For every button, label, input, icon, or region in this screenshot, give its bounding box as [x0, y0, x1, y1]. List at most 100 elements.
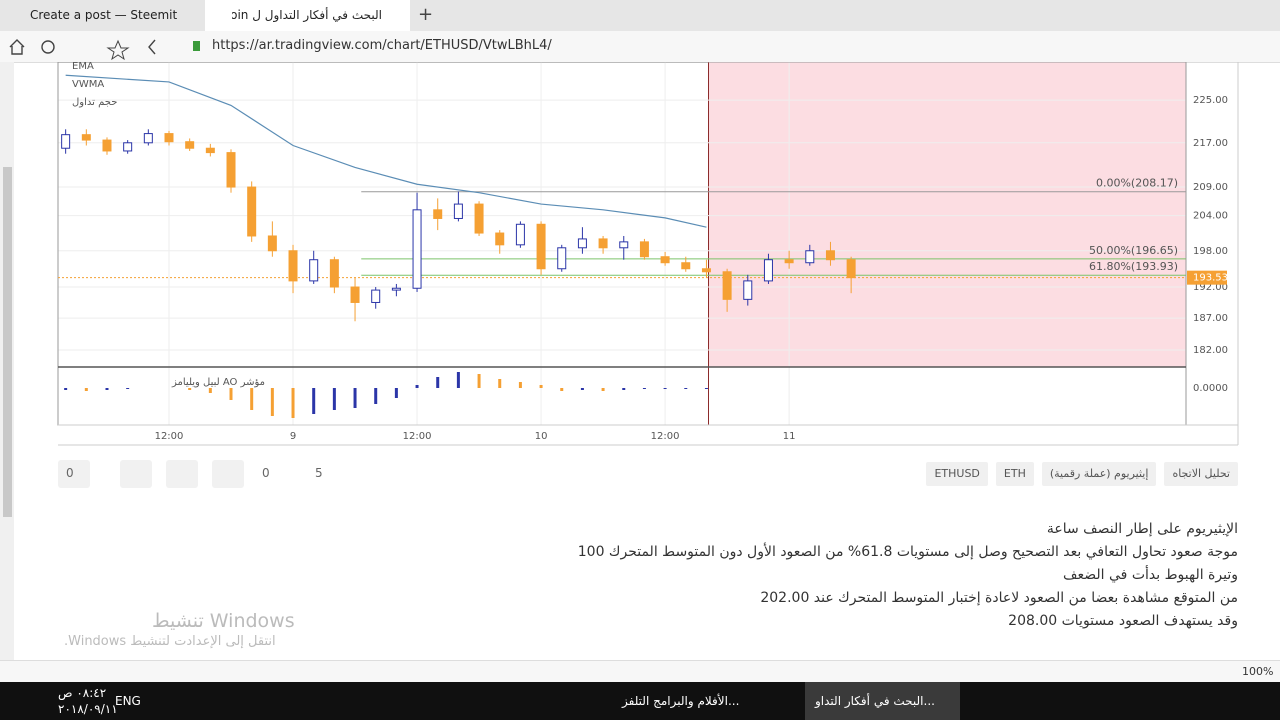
y-tick-label: 192.00: [1193, 282, 1228, 293]
indicator-legend: VWMA: [72, 79, 104, 90]
clock-time: ٠٨:٤٢ ص: [58, 686, 107, 700]
candle-body: [391, 287, 401, 291]
favorite[interactable]: [106, 39, 130, 61]
candle-body: [81, 134, 91, 141]
candle-body: [102, 139, 112, 152]
candle-body: [784, 259, 794, 264]
share-button[interactable]: [166, 460, 198, 488]
scrollbar[interactable]: [0, 62, 14, 662]
post-line: الإيثيريوم على إطار النصف ساعة: [1046, 521, 1238, 537]
x-tick-label: 11: [783, 431, 796, 442]
candle-body: [536, 223, 546, 270]
highlight-zone: [708, 62, 1186, 367]
nav-icons: [9, 39, 200, 61]
indicator-legend: حجم تداول: [72, 97, 117, 108]
address-bar: [0, 31, 1280, 63]
language[interactable]: ENG: [115, 694, 141, 708]
ema-line: [65, 74, 707, 228]
home[interactable]: [9, 39, 25, 55]
url[interactable]: https://ar.tradingview.com/chart/ETHUSD/…: [212, 38, 552, 53]
fib-label: 61.80%(193.93): [1089, 260, 1178, 273]
x-tick-label: 9: [290, 431, 296, 442]
candle-body: [371, 289, 381, 303]
candle-body: [164, 133, 174, 143]
y-tick-label: 182.00: [1193, 345, 1228, 356]
candle-body: [639, 241, 649, 258]
candle-body: [185, 141, 195, 149]
reload[interactable]: [41, 40, 55, 54]
candle-body: [722, 271, 732, 300]
candle-body: [846, 259, 856, 279]
like-count: 0: [66, 466, 74, 480]
tag[interactable]: تحليل الاتجاه: [1164, 462, 1238, 486]
ao-tick-label: 0.0000: [1193, 383, 1228, 394]
candle-body: [123, 142, 133, 152]
candle-body: [805, 250, 815, 264]
tags: تحليل الاتجاه إيثيريوم (عملة رقمية) ETH …: [926, 462, 1238, 486]
y-tick-label: 217.00: [1193, 138, 1228, 149]
ao-title: مؤشر AO لبيل ويليامز: [171, 377, 265, 388]
candle-body: [743, 280, 753, 300]
tag[interactable]: ETHUSD: [926, 462, 988, 486]
x-tick-label: 12:00: [403, 431, 432, 442]
tag[interactable]: ETH: [995, 462, 1034, 486]
candle-body: [763, 259, 773, 282]
x-tick-label: 12:00: [155, 431, 184, 442]
tab-bar: Create a post — Steemit البحث في أفكار ا…: [0, 0, 1280, 31]
candle-body: [247, 186, 257, 237]
watermark-subtitle: انتقل إلى الإعدادت لتنشيط Windows.: [64, 634, 276, 649]
candle-body: [288, 250, 298, 282]
post-body: الإيثيريوم على إطار النصف ساعة موجة صعود…: [338, 518, 1238, 633]
active-tab-bg: [205, 0, 410, 31]
report-button[interactable]: [212, 460, 244, 488]
candle-body: [495, 232, 505, 246]
back[interactable]: [148, 39, 156, 55]
candle-body: [577, 238, 587, 249]
y-tick-label: 198.00: [1193, 246, 1228, 257]
indicator-legend: EMA: [72, 62, 94, 72]
tab[interactable]: Create a post — Steemit: [30, 8, 178, 22]
candle-body: [474, 203, 484, 234]
candle-body: [205, 147, 215, 154]
y-tick-label: 204.00: [1193, 211, 1228, 222]
favorite-button[interactable]: [120, 460, 152, 488]
scroll-thumb[interactable]: [3, 167, 12, 517]
candle-body: [557, 247, 567, 270]
candle-body: [433, 209, 443, 219]
post-line: من المتوقع مشاهدة بعضا من الصعود لاعادة …: [760, 590, 1238, 606]
last-price-tag: [1187, 270, 1227, 285]
tab[interactable]: البحث في أفكار التداول ل Bitcoin: [232, 8, 382, 22]
new-tab[interactable]: +: [418, 4, 434, 25]
candle-body: [412, 209, 422, 289]
candle-body: [515, 223, 525, 246]
candle-body: [825, 250, 835, 261]
taskbar-app[interactable]: الأفلام والبرامج التلفز...: [622, 694, 740, 708]
candle-body: [660, 256, 670, 264]
watermark-title: تنشيط Windows: [152, 610, 295, 632]
candle-body: [226, 152, 236, 188]
post-line: موجة صعود تحاول التعافي بعد التصحيح وصل …: [577, 544, 1238, 560]
candle-body: [598, 238, 608, 249]
like-button[interactable]: [58, 460, 90, 488]
post-line: وقد يستهدف الصعود مستويات 208.00: [1008, 613, 1238, 629]
last-price-label: 193.53: [1193, 273, 1228, 284]
candle-body: [61, 134, 71, 149]
tag[interactable]: إيثيريوم (عملة رقمية): [1041, 462, 1157, 486]
taskbar-app[interactable]: البحث في أفكار التداو...: [815, 694, 935, 708]
active-app-bg: [805, 682, 960, 720]
clock-date: ٢٠١٨/٠٩/١١: [58, 702, 118, 716]
candle-body: [619, 241, 629, 249]
fib-label: 50.00%(196.65): [1089, 244, 1178, 257]
comment-count: 0: [262, 466, 270, 480]
fib-label: 0.00%(208.17): [1096, 177, 1178, 190]
post-line: وتيرة الهبوط بدأت في الضعف: [1063, 567, 1238, 583]
zoom-level[interactable]: 100%: [1242, 665, 1274, 678]
x-tick-label: 12:00: [651, 431, 680, 442]
candle-body: [701, 268, 711, 273]
candle-body: [309, 259, 319, 282]
view-count: 5: [315, 466, 323, 480]
status-bar: [0, 660, 1280, 683]
y-tick-label: 209.00: [1193, 182, 1228, 193]
